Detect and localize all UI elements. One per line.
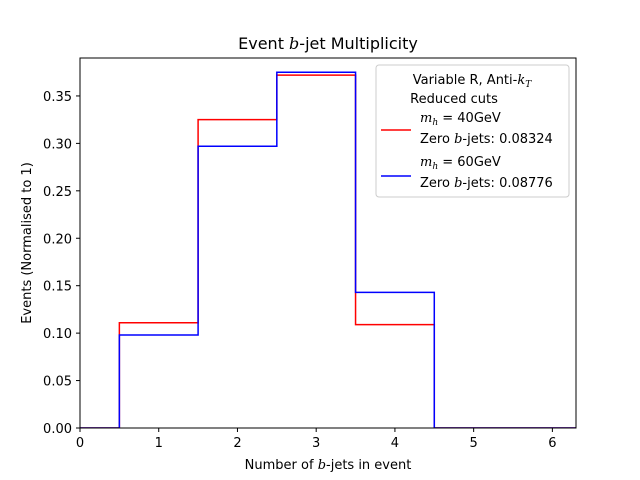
legend: Variable R, Anti-kT Reduced cuts mh = 40…	[375, 64, 570, 198]
plot-frame	[79, 57, 577, 429]
x-tick-label: 3	[312, 436, 320, 451]
legend-entry-40gev-zero: Zero b-jets: 0.08324	[420, 132, 553, 147]
x-tick-label: 6	[548, 436, 556, 451]
y-axis-label: Events (Normalised to 1)	[20, 162, 35, 324]
y-tick-label: 0.30	[43, 137, 72, 152]
y-axis: 0.00 0.05 0.10 0.15 0.20 0.25 0.30 0.35	[43, 90, 80, 437]
x-tick-label: 0	[76, 436, 84, 451]
x-tick-label: 5	[470, 436, 478, 451]
legend-title-line1: Variable R, Anti-kT	[413, 73, 533, 90]
series-line-1	[80, 71, 576, 428]
y-tick-label: 0.15	[43, 280, 72, 295]
x-axis: 0 1 2 3 4 5 6	[76, 428, 557, 451]
y-tick-label: 0.10	[43, 327, 72, 342]
x-tick-label: 2	[233, 436, 241, 451]
legend-title-line2: Reduced cuts	[410, 92, 498, 107]
series-layer	[80, 71, 576, 428]
y-tick-label: 0.25	[43, 185, 72, 200]
legend-entry-60gev-zero: Zero b-jets: 0.08776	[420, 176, 553, 191]
x-axis-label: Number of b-jets in event	[245, 458, 412, 473]
y-tick-label: 0.35	[43, 90, 72, 105]
y-tick-label: 0.05	[43, 375, 72, 390]
x-tick-label: 1	[155, 436, 163, 451]
y-tick-label: 0.00	[43, 422, 72, 437]
legend-entry-60gev-name: mh = 60GeV	[420, 155, 501, 172]
legend-box	[375, 64, 570, 198]
x-tick-label: 4	[391, 436, 399, 451]
chart-title: Event b-jet Multiplicity	[238, 34, 418, 53]
legend-entry-40gev-name: mh = 40GeV	[420, 111, 501, 128]
y-tick-label: 0.20	[43, 232, 72, 247]
